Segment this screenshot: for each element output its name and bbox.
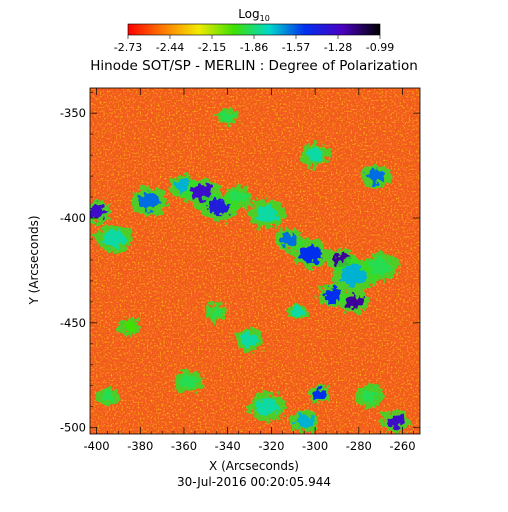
- colorbar-tick-label: -2.15: [198, 41, 226, 54]
- y-tick-label: -350: [60, 106, 86, 120]
- field-feature: [100, 391, 115, 402]
- colorbar-tick-label: -2.44: [156, 41, 184, 54]
- colorbar-tick-label: -1.86: [240, 41, 268, 54]
- field-feature: [208, 198, 230, 217]
- field-feature: [256, 397, 278, 416]
- field-feature: [312, 388, 327, 400]
- x-tick-label: -400: [84, 439, 110, 453]
- colorbar-tick-label: -1.57: [282, 41, 310, 54]
- field-feature: [369, 257, 392, 275]
- field-feature: [367, 169, 386, 184]
- field-feature: [240, 332, 259, 347]
- y-axis-label: Y (Arcseconds): [27, 215, 41, 305]
- field-feature: [295, 414, 313, 429]
- y-tick-label: -450: [60, 316, 86, 330]
- field-feature: [299, 244, 322, 263]
- field-feature: [280, 231, 298, 246]
- field-feature: [341, 264, 368, 286]
- field-feature: [221, 112, 235, 123]
- plot-frame: [89, 87, 421, 435]
- colorbar-ticks: -2.73 -2.44 -2.15 -1.86 -1.57 -1.28 -0.99: [114, 35, 394, 54]
- timestamp: 30-Jul-2016 00:20:05.944: [177, 475, 331, 489]
- field-feature: [291, 307, 305, 318]
- x-tick-label: -260: [389, 439, 415, 453]
- field-feature: [103, 230, 125, 248]
- x-tick-label: -300: [302, 439, 328, 453]
- field-feature: [210, 307, 224, 318]
- y-axis: -350 -400 -450 -500: [60, 91, 420, 435]
- x-axis: -400 -380 -360 -340 -320 -300 -280 -260: [84, 88, 416, 453]
- field-feature: [387, 414, 405, 429]
- chart-title: Hinode SOT/SP - MERLIN : Degree of Polar…: [90, 58, 418, 74]
- x-axis-label: X (Arcseconds): [209, 459, 299, 473]
- x-tick-label: -380: [127, 439, 153, 453]
- heatmap: [90, 88, 420, 434]
- field-feature: [306, 148, 324, 163]
- x-tick-label: -280: [346, 439, 372, 453]
- field-feature: [229, 190, 248, 205]
- field-feature: [179, 374, 198, 389]
- field-feature: [122, 321, 136, 333]
- x-tick-label: -360: [171, 439, 197, 453]
- colorbar-tick-label: -2.73: [114, 41, 142, 54]
- x-tick-label: -340: [215, 439, 241, 453]
- heatmap-features: [90, 108, 411, 433]
- x-tick-label: -320: [258, 439, 284, 453]
- field-feature: [345, 294, 364, 309]
- field-feature: [323, 288, 342, 303]
- field-feature: [138, 192, 160, 210]
- field-feature: [256, 205, 278, 223]
- field-feature: [90, 204, 106, 219]
- colorbar-label: Log10: [238, 7, 270, 23]
- colorbar-tick-label: -1.28: [324, 41, 352, 54]
- colorbar-tick-label: -0.99: [366, 41, 394, 54]
- y-tick-label: -400: [60, 211, 86, 225]
- y-tick-label: -500: [60, 421, 86, 435]
- field-feature: [360, 389, 379, 404]
- colorbar: [127, 23, 381, 36]
